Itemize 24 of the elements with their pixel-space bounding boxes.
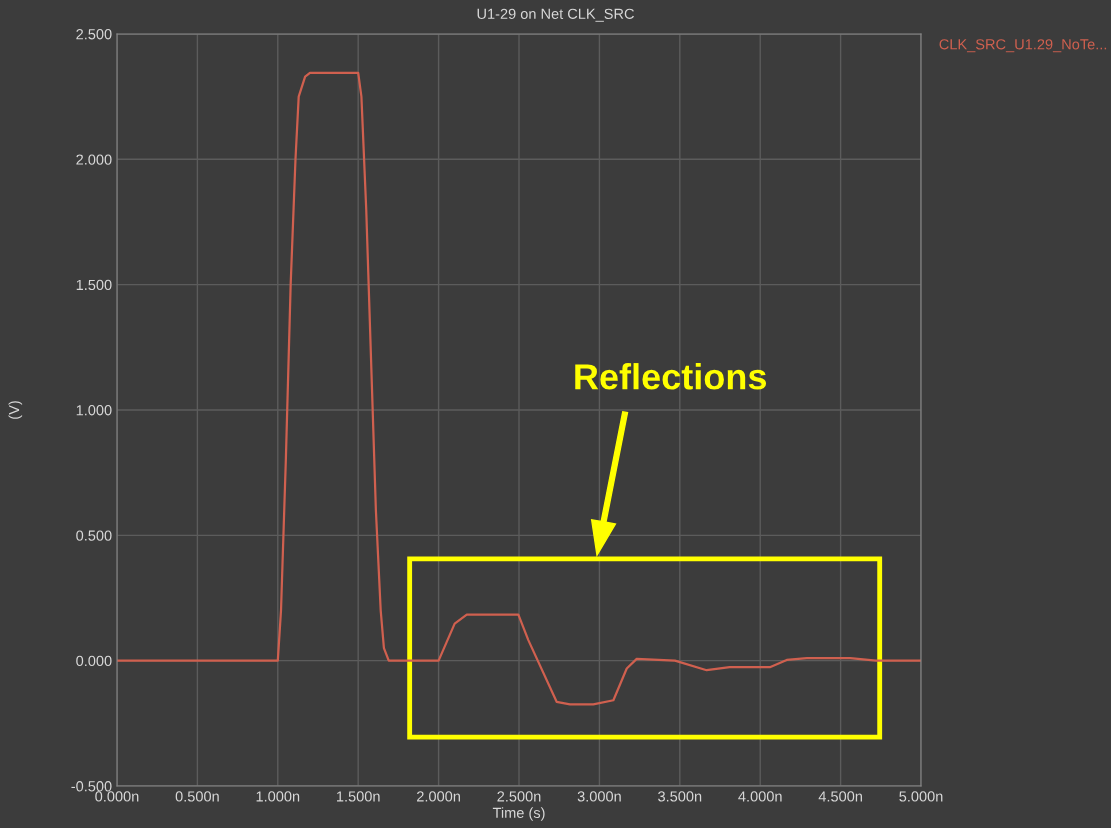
x-tick-label: 1.000n	[256, 791, 300, 802]
x-tick-label: 2.000n	[417, 791, 460, 802]
text: CLK_SRC_U1.29_NoTe...	[939, 39, 1107, 53]
y-tick-label: 0.500	[76, 530, 112, 541]
y-tick-label: 1.500	[76, 279, 112, 291]
y-tick-label: 0.000	[76, 655, 112, 667]
x-tick-label: 4.000n	[738, 791, 782, 802]
x-tick-label: 2.500n	[497, 791, 541, 802]
y-axis-title: (V)	[8, 401, 23, 419]
y-tick-label: -0.500	[71, 781, 112, 792]
x-axis-title: Time (s)	[492, 807, 545, 821]
line-series	[116, 71, 922, 706]
y-tick-label: 1.000	[76, 405, 112, 416]
x-tick-label: 3.500n	[658, 791, 702, 802]
x-tick-label: 3.000n	[577, 791, 621, 802]
y-tick-label: 2.000	[76, 154, 112, 165]
y-tick-label: 2.500	[76, 29, 112, 40]
x-tick-label: 1.500n	[337, 791, 380, 802]
x-tick-label: 4.500n	[818, 791, 862, 802]
x-tick-label: 0.000n	[95, 791, 139, 802]
x-tick-label: 0.500n	[175, 791, 219, 802]
annotation: Reflections	[575, 363, 767, 390]
x-tick-label: 5.000n	[899, 791, 943, 802]
chart-title: U1-29 on Net CLK_SRC	[477, 8, 634, 22]
